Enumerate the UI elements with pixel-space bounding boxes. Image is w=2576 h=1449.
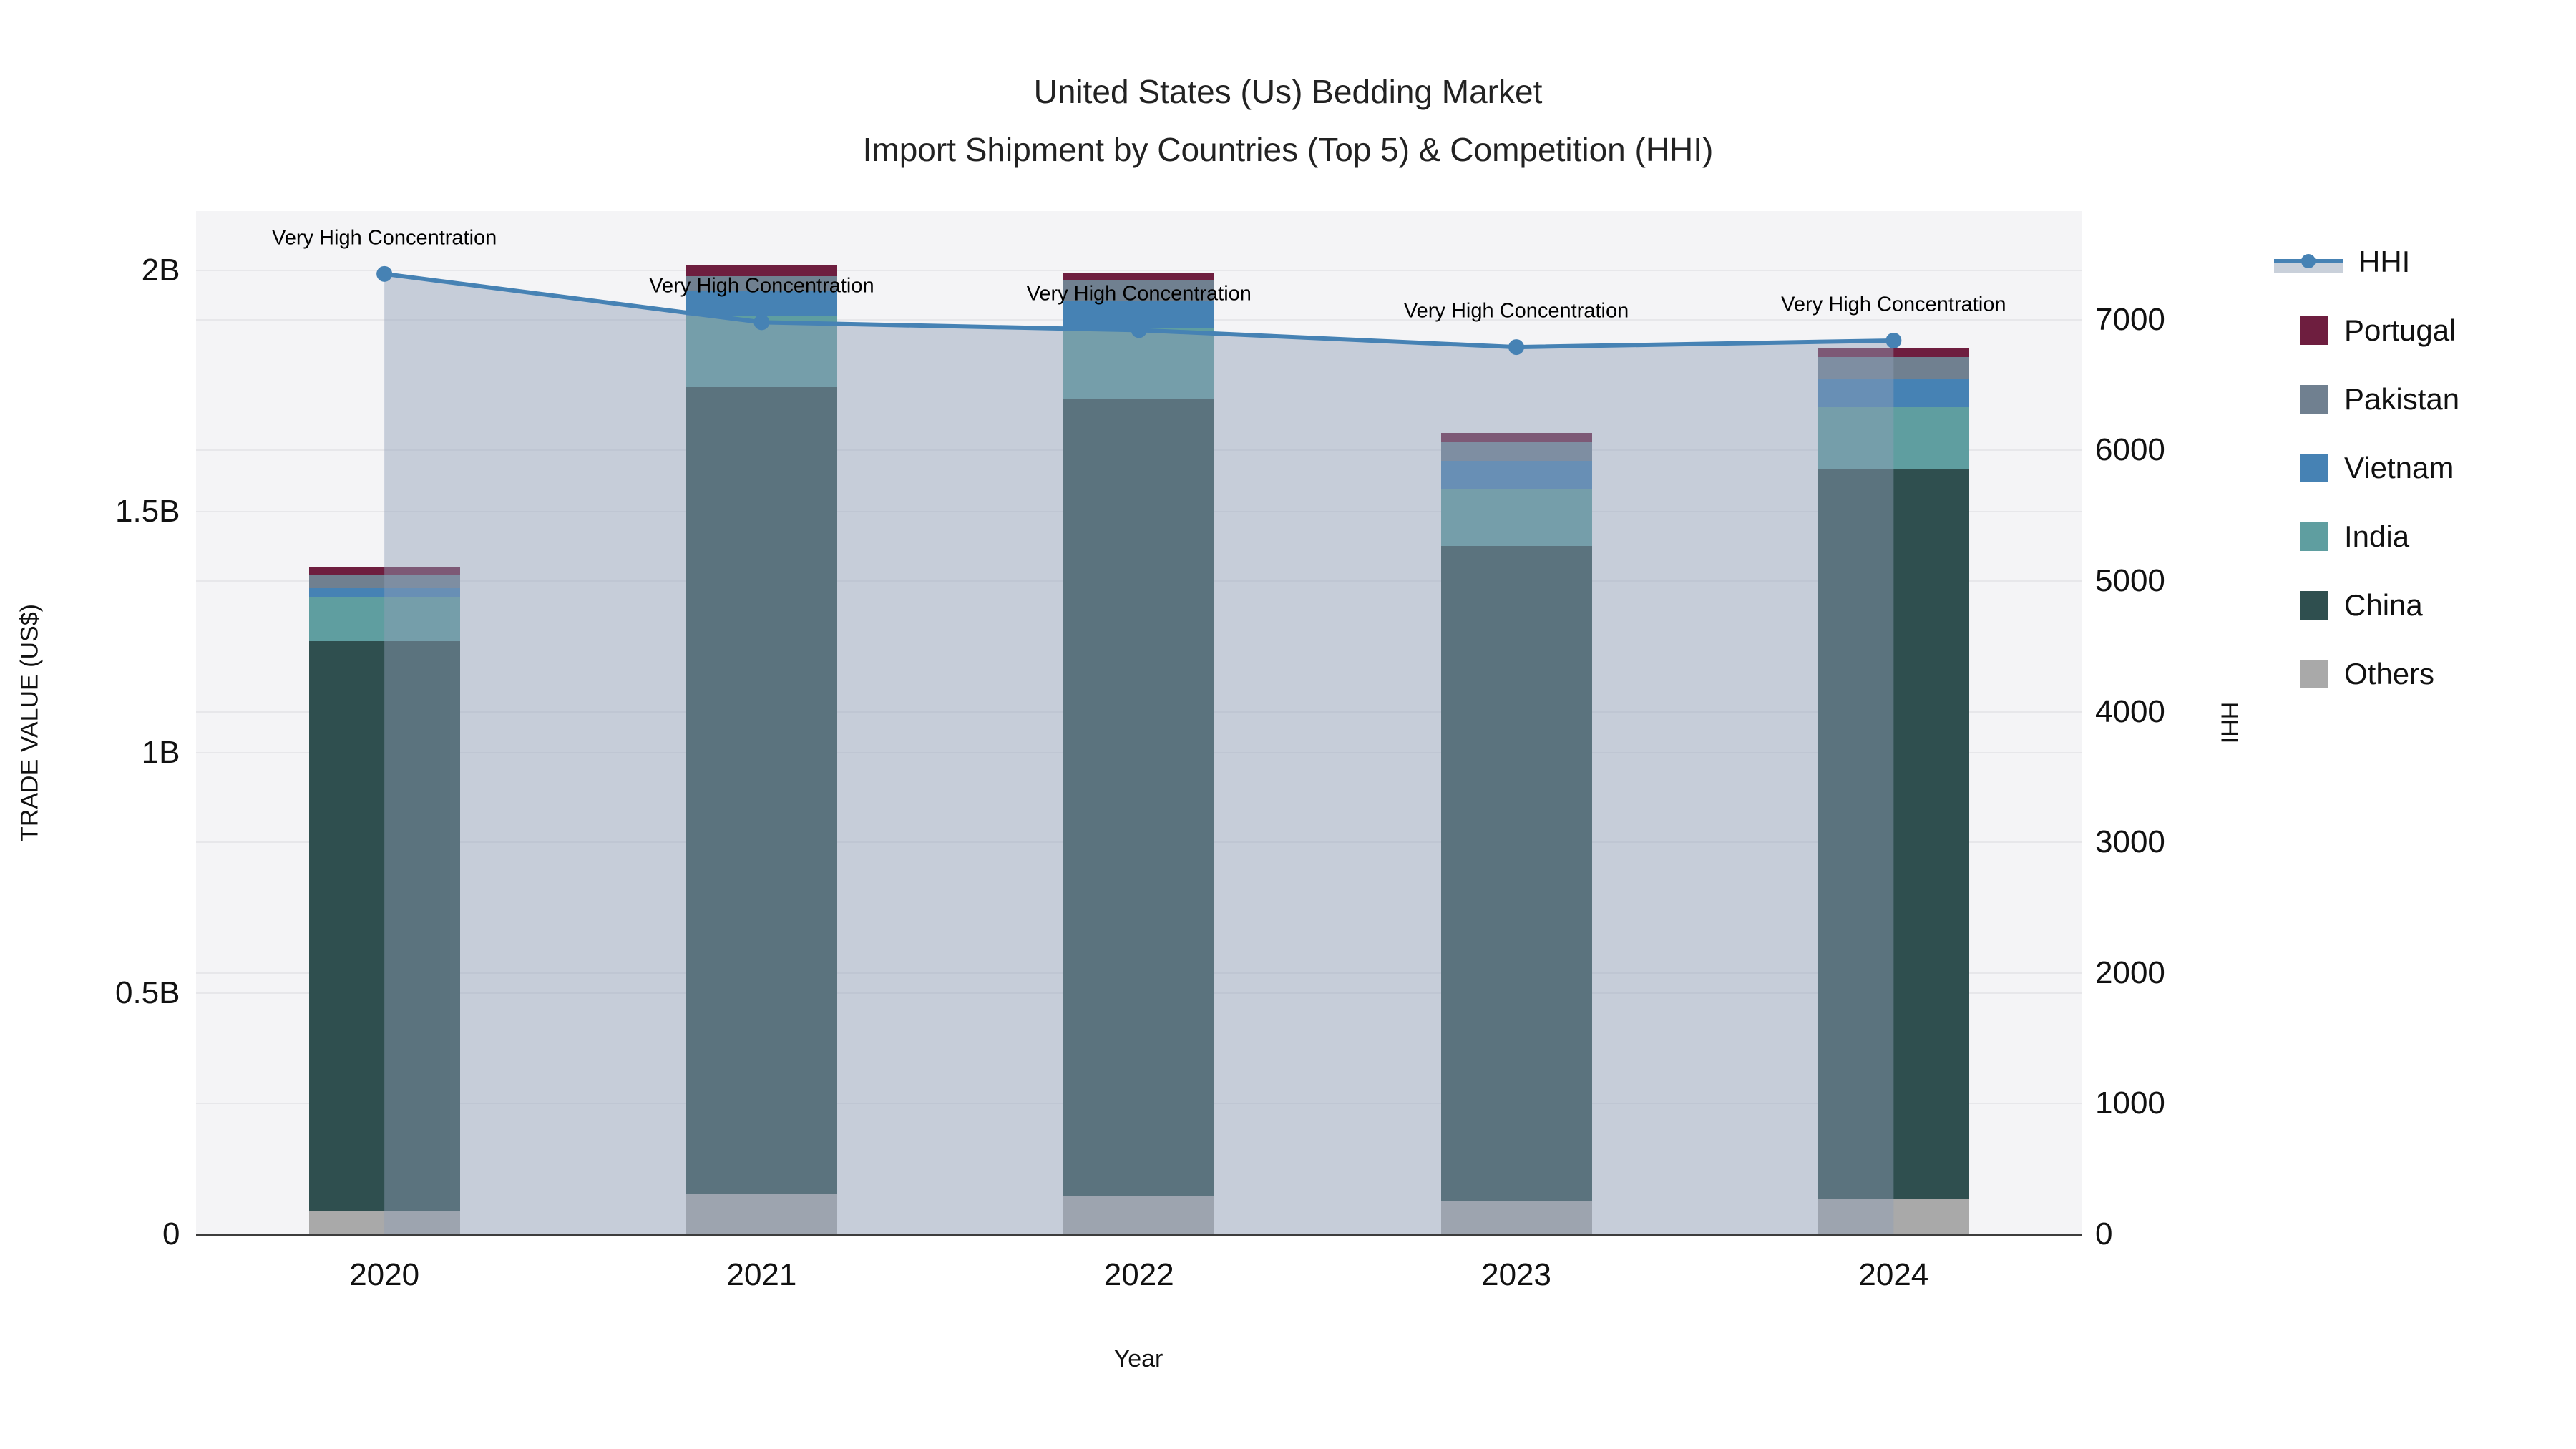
bar-segment-others-2024[interactable] [1818, 1199, 1969, 1234]
legend-swatch-hhi [2274, 248, 2343, 276]
annotation-2021: Very High Concentration [649, 274, 874, 298]
y-left-tick-0.5B: 0.5B [114, 975, 180, 1011]
legend-swatch-portugal [2300, 316, 2328, 345]
y-right-tick-0: 0 [2095, 1216, 2113, 1252]
y-right-tick-2000: 2000 [2095, 955, 2165, 990]
bar-segment-india-2020[interactable] [308, 597, 460, 642]
y-left-tick-0: 0 [162, 1216, 180, 1252]
legend-label-portugal: Portugal [2344, 313, 2457, 347]
hhi-marker-2020[interactable] [376, 265, 393, 282]
x-axis-line [195, 1234, 2082, 1236]
hhi-area-fill [384, 273, 1894, 1235]
legend-label-vietnam: Vietnam [2344, 451, 2454, 484]
bar-segment-china-2024[interactable] [1818, 469, 1969, 1199]
bar-segment-portugal-2021[interactable] [686, 265, 837, 277]
bar-segment-pakistan-2024[interactable] [1818, 357, 1969, 379]
legend-swatch-pakistan [2300, 385, 2328, 414]
y-axis-title-right: HHI [2215, 701, 2243, 744]
bar-segment-portugal-2022[interactable] [1063, 273, 1215, 281]
y-left-tick-1B: 1B [141, 734, 180, 770]
y-left-tick-1.5B: 1.5B [114, 493, 180, 529]
annotation-2022: Very High Concentration [1026, 282, 1252, 306]
bar-segment-vietnam-2024[interactable] [1818, 379, 1969, 408]
bar-segment-china-2022[interactable] [1063, 399, 1215, 1196]
y-right-tick-1000: 1000 [2095, 1085, 2165, 1121]
bar-segment-pakistan-2023[interactable] [1440, 441, 1592, 462]
legend-item-india[interactable]: India [2274, 502, 2459, 571]
legend-label-pakistan: Pakistan [2344, 382, 2460, 416]
x-tick-2022: 2022 [1103, 1257, 1174, 1292]
legend-item-portugal[interactable]: Portugal [2274, 296, 2459, 365]
legend-item-vietnam[interactable]: Vietnam [2274, 434, 2459, 502]
hhi-marker-2024[interactable] [1885, 332, 1902, 348]
bar-segment-china-2021[interactable] [686, 387, 837, 1194]
legend-item-pakistan[interactable]: Pakistan [2274, 365, 2459, 434]
chart-title-line2: Import Shipment by Countries (Top 5) & C… [862, 130, 1714, 168]
bar-segment-portugal-2024[interactable] [1818, 348, 1969, 358]
y-right-tick-6000: 6000 [2095, 432, 2165, 468]
y-axis-title-left: TRADE VALUE (US$) [16, 604, 44, 841]
bar-segment-india-2022[interactable] [1063, 328, 1215, 399]
bar-segment-others-2020[interactable] [308, 1211, 460, 1234]
x-axis-title: Year [1113, 1345, 1163, 1372]
hhi-marker-swatch [2301, 254, 2316, 268]
hhi-marker-2022[interactable] [1131, 322, 1147, 338]
x-tick-2023: 2023 [1481, 1257, 1551, 1292]
x-tick-2020: 2020 [349, 1257, 420, 1292]
bar-segment-india-2023[interactable] [1440, 489, 1592, 547]
bar-segment-pakistan-2020[interactable] [308, 575, 460, 588]
legend-swatch-others [2300, 660, 2328, 688]
bar-segment-others-2021[interactable] [686, 1193, 837, 1234]
chart-title: United States (Us) Bedding Market Import… [863, 63, 1714, 178]
legend-swatch-india [2300, 522, 2328, 551]
hhi-marker-2021[interactable] [753, 314, 770, 331]
y-right-tick-3000: 3000 [2095, 824, 2165, 860]
annotation-2020: Very High Concentration [271, 226, 497, 250]
legend-item-hhi[interactable]: HHI [2274, 228, 2459, 296]
gridline-left-2B [195, 270, 2082, 272]
bar-segment-portugal-2023[interactable] [1440, 433, 1592, 442]
bar-segment-china-2023[interactable] [1440, 546, 1592, 1201]
y-left-tick-2B: 2B [141, 253, 180, 288]
legend-label-others: Others [2344, 657, 2435, 691]
bar-segment-pakistan-2022[interactable] [1063, 280, 1215, 301]
annotation-2024: Very High Concentration [1781, 293, 2006, 316]
hhi-marker-2023[interactable] [1508, 339, 1525, 356]
bar-segment-others-2023[interactable] [1440, 1200, 1592, 1234]
x-tick-2021: 2021 [726, 1257, 797, 1292]
legend-label-hhi: HHI [2358, 245, 2411, 278]
legend: HHI Portugal Pakistan Vietnam India China Othe… [2274, 228, 2459, 708]
legend-swatch-vietnam [2300, 454, 2328, 482]
bar-segment-china-2020[interactable] [308, 641, 460, 1211]
legend-item-others[interactable]: Others [2274, 640, 2459, 708]
annotation-2023: Very High Concentration [1403, 299, 1629, 323]
bar-segment-vietnam-2023[interactable] [1440, 461, 1592, 489]
bar-segment-pakistan-2021[interactable] [686, 276, 837, 291]
bar-segment-india-2024[interactable] [1818, 407, 1969, 470]
legend-item-china[interactable]: China [2274, 571, 2459, 640]
bar-segment-vietnam-2020[interactable] [308, 587, 460, 597]
legend-swatch-china [2300, 591, 2328, 620]
x-tick-2024: 2024 [1858, 1257, 1929, 1292]
y-right-tick-5000: 5000 [2095, 562, 2165, 598]
bar-segment-portugal-2020[interactable] [308, 567, 460, 575]
bar-segment-vietnam-2021[interactable] [686, 291, 837, 317]
legend-label-india: India [2344, 519, 2410, 553]
y-right-tick-4000: 4000 [2095, 693, 2165, 729]
chart-title-line1: United States (Us) Bedding Market [1033, 73, 1543, 110]
bar-segment-others-2022[interactable] [1063, 1196, 1215, 1234]
y-right-tick-7000: 7000 [2095, 301, 2165, 337]
legend-label-china: China [2344, 588, 2423, 622]
